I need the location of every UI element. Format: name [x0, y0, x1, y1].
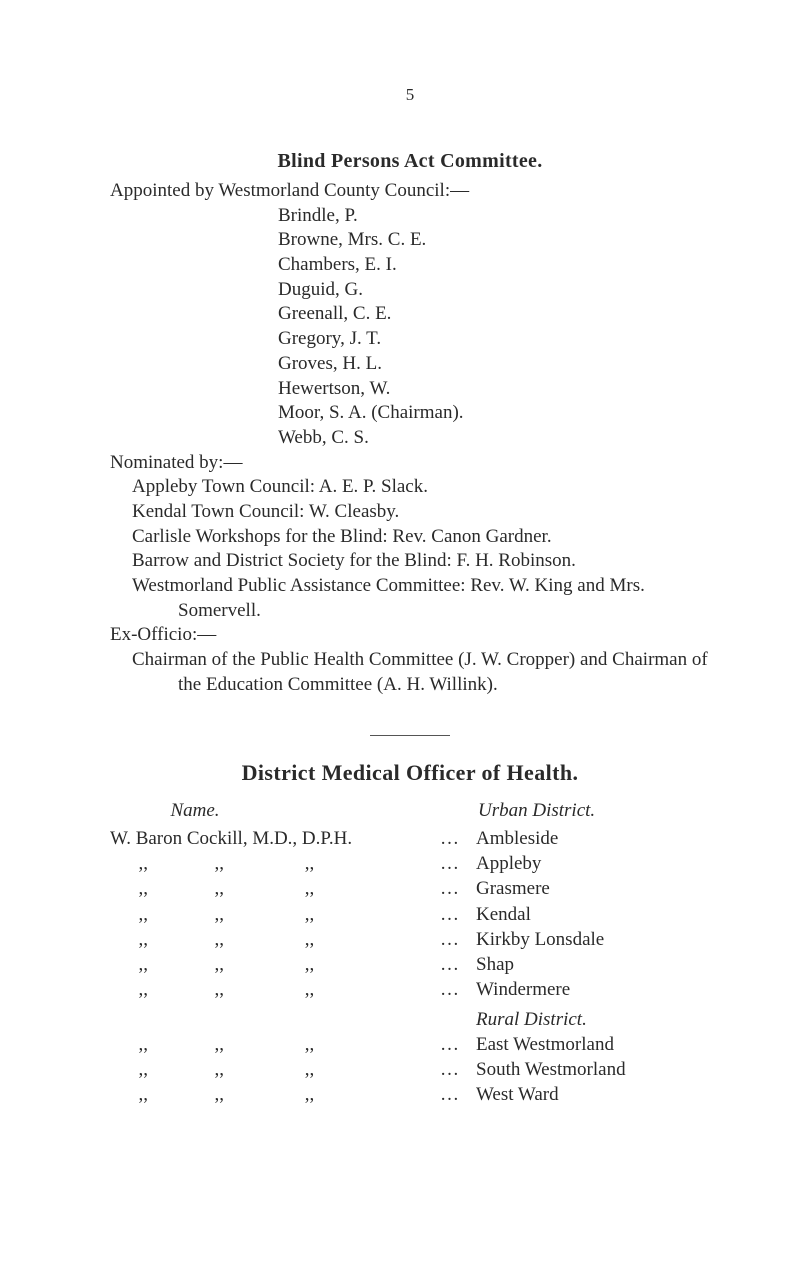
ex-officio-text: Chairman of the Public Health Committee … — [110, 648, 710, 697]
table-row: ,, ,, ,,…West Ward — [110, 1082, 710, 1107]
header-name: Name. — [110, 798, 280, 823]
district-name: South Westmorland — [476, 1057, 710, 1082]
appointed-name: Hewertson, W. — [110, 377, 710, 402]
table-row: ,, ,, ,,…Windermere — [110, 977, 710, 1002]
rural-header-row: Rural District. — [110, 1007, 710, 1032]
district-name: West Ward — [476, 1082, 710, 1107]
district-name: East Westmorland — [476, 1032, 710, 1057]
nominated-item: Westmorland Public Assistance Committee:… — [110, 574, 710, 623]
table-row: ,, ,, ,,…South Westmorland — [110, 1057, 710, 1082]
nominated-item: Barrow and District Society for the Blin… — [110, 549, 710, 574]
dots: … — [440, 826, 476, 851]
ditto-marks: ,, ,, ,, — [110, 1082, 440, 1107]
ditto-marks: ,, ,, ,, — [110, 1032, 440, 1057]
nominated-item: Appleby Town Council: A. E. P. Slack. — [110, 475, 710, 500]
officer-name: W. Baron Cockill, M.D., D.P.H. — [110, 826, 440, 851]
table-row: ,, ,, ,,…Kirkby Lonsdale — [110, 927, 710, 952]
appointed-name: Chambers, E. I. — [110, 253, 710, 278]
dots: … — [440, 952, 476, 977]
appointed-names-list: Brindle, P.Browne, Mrs. C. E.Chambers, E… — [110, 204, 710, 451]
district-name: Ambleside — [476, 826, 710, 851]
dots: … — [440, 977, 476, 1002]
ditto-marks: ,, ,, ,, — [110, 952, 440, 977]
ditto-marks: ,, ,, ,, — [110, 876, 440, 901]
nominated-heading: Nominated by:— — [110, 451, 710, 476]
ex-officio-heading: Ex-Officio:— — [110, 623, 710, 648]
rural-district-header: Rural District. — [476, 1007, 710, 1032]
table-row: ,, ,, ,,…Shap — [110, 952, 710, 977]
table-row: ,, ,, ,,…Grasmere — [110, 876, 710, 901]
header-district: Urban District. — [280, 798, 710, 823]
appointed-name: Greenall, C. E. — [110, 302, 710, 327]
ditto-marks: ,, ,, ,, — [110, 977, 440, 1002]
nominated-item: Carlisle Workshops for the Blind: Rev. C… — [110, 525, 710, 550]
dots: … — [440, 1082, 476, 1107]
appointed-name: Moor, S. A. (Chairman). — [110, 401, 710, 426]
district-name: Kirkby Lonsdale — [476, 927, 710, 952]
nominated-item: Kendal Town Council: W. Cleasby. — [110, 500, 710, 525]
dots: … — [440, 1032, 476, 1057]
appointed-name: Brindle, P. — [110, 204, 710, 229]
dots: … — [440, 927, 476, 952]
district-name: Kendal — [476, 902, 710, 927]
appointed-name: Webb, C. S. — [110, 426, 710, 451]
table-header: Name. Urban District. — [110, 798, 710, 823]
appointed-name: Gregory, J. T. — [110, 327, 710, 352]
dots: … — [440, 851, 476, 876]
district-name: Grasmere — [476, 876, 710, 901]
appointed-name: Browne, Mrs. C. E. — [110, 228, 710, 253]
appointed-by-line: Appointed by Westmorland County Council:… — [110, 179, 710, 204]
district-name: Windermere — [476, 977, 710, 1002]
district-name: Appleby — [476, 851, 710, 876]
district-name: Shap — [476, 952, 710, 977]
table-row: ,, ,, ,,…East Westmorland — [110, 1032, 710, 1057]
table-row: ,, ,, ,,…Appleby — [110, 851, 710, 876]
document-page: 5 Blind Persons Act Committee. Appointed… — [110, 85, 710, 1108]
ditto-marks: ,, ,, ,, — [110, 927, 440, 952]
appointed-name: Duguid, G. — [110, 278, 710, 303]
section-rule — [370, 735, 450, 736]
table-row: W. Baron Cockill, M.D., D.P.H. … Amblesi… — [110, 826, 710, 851]
ditto-marks: ,, ,, ,, — [110, 1057, 440, 1082]
committee-title: Blind Persons Act Committee. — [110, 150, 710, 173]
district-officer-title: District Medical Officer of Health. — [110, 760, 710, 786]
ditto-marks: ,, ,, ,, — [110, 902, 440, 927]
dots: … — [440, 1057, 476, 1082]
officer-table: Name. Urban District. W. Baron Cockill, … — [110, 798, 710, 1107]
ditto-marks: ,, ,, ,, — [110, 851, 440, 876]
dots: … — [440, 876, 476, 901]
nominated-list: Appleby Town Council: A. E. P. Slack.Ken… — [110, 475, 710, 623]
table-row: ,, ,, ,,…Kendal — [110, 902, 710, 927]
page-number: 5 — [110, 85, 710, 105]
appointed-name: Groves, H. L. — [110, 352, 710, 377]
dots: … — [440, 902, 476, 927]
